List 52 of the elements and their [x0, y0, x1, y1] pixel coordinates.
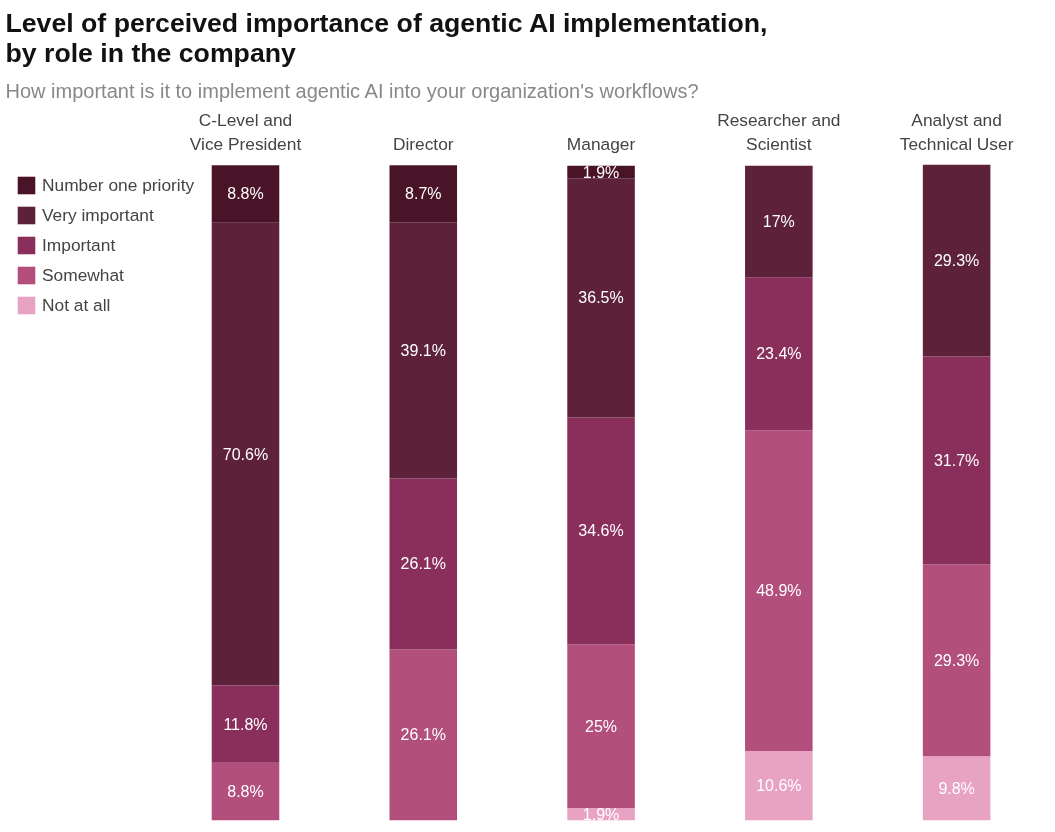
bar [211, 222, 280, 686]
bar [389, 222, 458, 479]
data-label: 39.1% [400, 341, 446, 359]
bar [922, 564, 991, 757]
bar [389, 165, 458, 223]
bar [745, 165, 813, 278]
data-label: 23.4% [756, 345, 802, 363]
data-label: 34.6% [578, 522, 624, 540]
bar [922, 164, 991, 357]
bar [567, 417, 635, 645]
x-tick-label: Manager [566, 133, 636, 154]
x-tick-label: Analyst and Technical User [899, 109, 1014, 154]
data-label: 70.6% [222, 445, 269, 463]
bar [567, 178, 635, 418]
legend-label: Number one priority [42, 174, 195, 196]
data-label: 8.7% [405, 185, 442, 203]
data-label: 31.7% [933, 451, 980, 469]
data-label: 29.3% [933, 651, 980, 669]
legend-label: Not at all [42, 294, 111, 316]
data-label: 25% [585, 717, 618, 735]
bar [922, 356, 991, 565]
legend-label: Somewhat [42, 264, 124, 286]
bar [211, 165, 280, 223]
bar [389, 649, 458, 821]
data-label: 26.1% [400, 555, 446, 573]
data-label: 10.6% [756, 777, 802, 795]
bar [211, 762, 280, 821]
data-label: 1.9% [582, 805, 620, 823]
data-label: 9.8% [938, 779, 975, 797]
data-label: 29.3% [933, 252, 980, 270]
data-label: 17% [762, 213, 795, 231]
chart-title: Level of perceived importance of agentic AI implementation, by role in the company [5, 7, 768, 68]
data-label: 36.5% [578, 289, 624, 307]
data-label: 8.8% [227, 185, 264, 203]
legend-label: Very important [42, 204, 154, 226]
chart-subtitle: How important is it to implement agentic AI into your organization's workflows? [5, 79, 699, 102]
bar [745, 430, 813, 752]
bar [567, 644, 635, 809]
x-tick-label: Researcher and Scientist [717, 109, 841, 154]
bar [922, 756, 991, 821]
bar [389, 478, 458, 650]
bar [745, 751, 813, 821]
x-tick-label: C-Level and Vice President [189, 109, 302, 154]
data-label: 11.8% [223, 715, 268, 733]
data-label: 48.9% [756, 582, 802, 600]
data-label: 1.9% [582, 163, 620, 181]
data-label: 8.8% [227, 783, 264, 801]
legend-label: Important [42, 234, 116, 256]
data-label: 26.1% [400, 726, 446, 744]
bar [745, 277, 813, 431]
bar [211, 685, 280, 763]
x-tick-label: Director [392, 133, 454, 154]
